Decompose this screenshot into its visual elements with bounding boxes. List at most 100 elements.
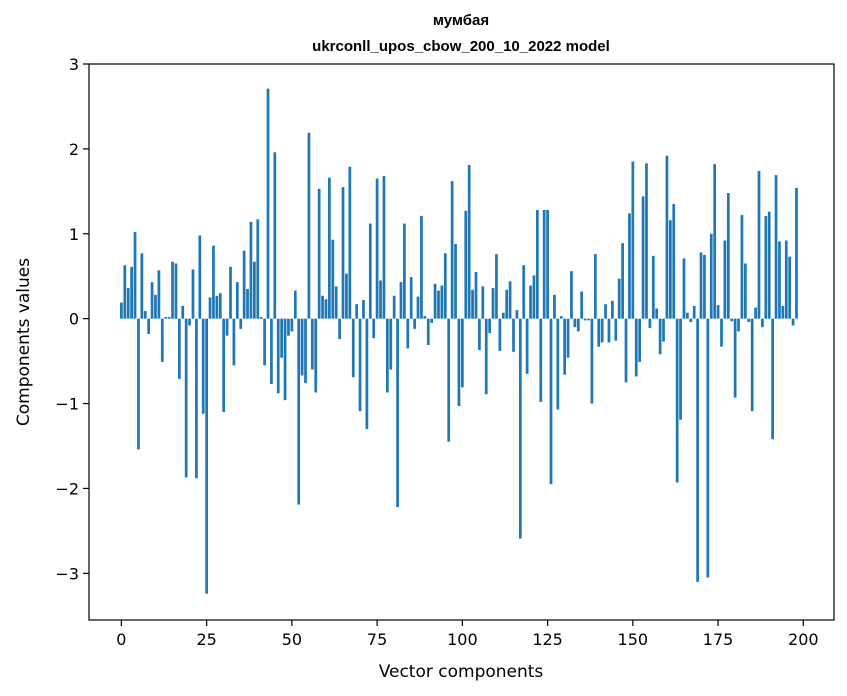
bar-24	[201, 318, 205, 414]
bar-137	[587, 318, 590, 321]
bar-34	[235, 282, 239, 319]
bar-130	[563, 318, 567, 375]
bar-44	[270, 318, 273, 385]
bar-185	[750, 318, 754, 412]
bar-112	[501, 312, 505, 319]
bar-178	[726, 193, 730, 319]
plot-frame	[88, 63, 835, 621]
bar-179	[730, 318, 734, 322]
bar-79	[389, 318, 393, 370]
bar-52	[297, 318, 301, 505]
bar-157	[655, 308, 659, 319]
bar-101	[464, 210, 468, 319]
bar-3	[130, 266, 133, 319]
bar-82	[399, 282, 403, 319]
y-tick-label: −1	[55, 395, 79, 414]
bar-90	[426, 318, 430, 345]
bar-146	[617, 278, 621, 319]
bar-176	[720, 318, 723, 347]
bar-177	[723, 240, 727, 319]
bar-65	[341, 187, 345, 319]
bar-20	[188, 318, 191, 326]
bar-182	[740, 215, 744, 319]
bar-47	[280, 318, 284, 358]
bar-164	[679, 318, 682, 420]
bar-41	[259, 316, 263, 319]
bar-183	[743, 263, 747, 319]
bar-76	[379, 280, 382, 319]
bar-67	[348, 166, 352, 319]
bar-36	[242, 250, 246, 319]
bar-114	[508, 281, 512, 319]
bar-168	[692, 305, 696, 319]
y-tick-label: 2	[69, 140, 79, 159]
bar-147	[621, 243, 624, 319]
bar-152	[638, 318, 642, 362]
bar-145	[614, 318, 618, 341]
bar-170	[699, 252, 703, 319]
bar-156	[651, 255, 655, 319]
bar-5	[137, 318, 140, 450]
bar-55	[307, 132, 311, 319]
bar-140	[597, 318, 601, 347]
bar-119	[525, 318, 529, 374]
bar-160	[665, 155, 669, 319]
x-tick-label: 75	[367, 630, 387, 649]
bar-88	[420, 215, 423, 319]
bar-43	[266, 88, 270, 319]
chart-title-line1: мумбая	[433, 12, 489, 29]
bar-86	[413, 318, 416, 329]
bar-196	[788, 256, 792, 319]
bar-166	[686, 312, 689, 319]
bar-194	[781, 305, 785, 319]
bar-134	[576, 318, 580, 332]
bar-63	[334, 286, 338, 319]
bar-7	[143, 311, 147, 319]
x-axis-label: Vector components	[379, 662, 544, 682]
bar-159	[662, 318, 665, 342]
bar-153	[641, 196, 645, 319]
bar-125	[546, 210, 549, 319]
x-tick-label: 175	[703, 630, 734, 649]
bar-193	[778, 241, 781, 319]
bar-127	[553, 294, 556, 319]
bar-68	[351, 318, 355, 378]
bar-154	[645, 163, 648, 319]
y-axis-ticks: −3 −2 −1 0 1 2 3	[55, 55, 89, 583]
x-tick-label: 200	[788, 630, 819, 649]
bar-195	[784, 240, 788, 319]
bar-102	[467, 165, 471, 319]
x-tick-label: 0	[116, 630, 126, 649]
bar-161	[668, 220, 672, 319]
bar-94	[440, 285, 444, 319]
bar-96	[447, 318, 451, 442]
bar-13	[164, 316, 168, 319]
bar-100	[460, 318, 464, 388]
bar-78	[385, 318, 389, 393]
bar-72	[365, 318, 369, 430]
bar-111	[498, 318, 502, 351]
bar-135	[580, 291, 584, 319]
bar-59	[321, 295, 324, 319]
bar-40	[256, 219, 260, 319]
bar-61	[328, 177, 331, 319]
bar-186	[754, 307, 757, 319]
y-tick-label: 0	[69, 310, 79, 329]
bar-56	[310, 318, 314, 370]
bar-27	[212, 245, 215, 319]
bar-139	[593, 254, 597, 319]
bar-18	[181, 305, 185, 319]
bar-180	[733, 318, 737, 398]
bar-33	[232, 318, 236, 366]
bar-11	[157, 270, 161, 319]
bar-144	[611, 300, 614, 319]
y-tick-label: −3	[55, 564, 79, 583]
bars-group	[120, 88, 798, 594]
bar-48	[283, 318, 287, 401]
bar-162	[672, 204, 676, 319]
bar-73	[368, 223, 372, 319]
bar-141	[600, 318, 604, 343]
bar-93	[437, 290, 440, 319]
bar-192	[774, 175, 778, 319]
